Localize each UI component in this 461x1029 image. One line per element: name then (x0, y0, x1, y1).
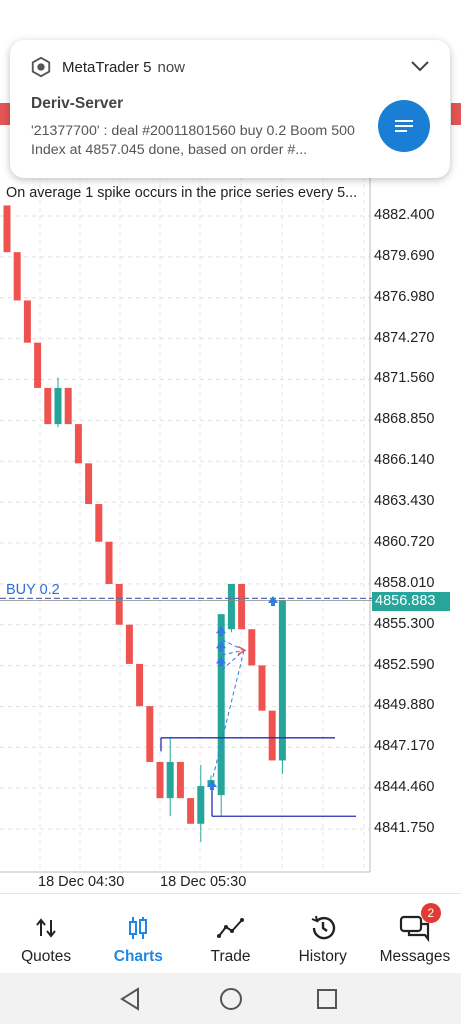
tab-label: Quotes (21, 948, 72, 965)
price-tick-label: 4868.850 (374, 411, 435, 428)
candle-body (217, 614, 225, 796)
tab-label: Charts (113, 948, 163, 965)
current-price-tag: 4856.883 (372, 592, 450, 611)
tab-quotes[interactable]: Quotes (0, 894, 92, 974)
buy-arrow-stem (219, 663, 223, 667)
price-tick-label: 4841.750 (374, 820, 435, 837)
buy-arrow-marker (268, 596, 278, 604)
tab-label: Messages (379, 948, 451, 965)
quotes-icon (34, 914, 58, 942)
price-tick-label: 4874.270 (374, 329, 435, 346)
price-tick-label: 4882.400 (374, 207, 435, 223)
candle-body (238, 583, 246, 630)
chevron-down-icon[interactable] (408, 54, 432, 78)
price-tick-label: 4866.140 (374, 452, 435, 469)
notification-title: Deriv-Server (31, 95, 124, 112)
time-label-0430: 18 Dec 04:30 (38, 874, 125, 890)
price-tab-edge (451, 103, 461, 125)
price-tick-label: 4858.010 (374, 574, 435, 591)
price-tick-label: 4871.560 (374, 370, 435, 387)
history-icon (309, 914, 337, 942)
sell-marker (237, 645, 247, 655)
candle-body (95, 504, 103, 542)
price-tick-label: 4844.460 (374, 779, 435, 796)
notification-app: MetaTrader 5 now (62, 59, 185, 76)
buy-arrow-stem (219, 648, 223, 652)
candle-body (44, 387, 52, 425)
messages-icon (399, 914, 431, 942)
charts-icon (126, 914, 150, 942)
notification-open-button[interactable] (378, 100, 430, 152)
tab-charts[interactable]: Charts (92, 894, 184, 974)
tab-history[interactable]: History (277, 894, 369, 974)
candle-body (64, 387, 72, 425)
tab-trade[interactable]: Trade (184, 894, 276, 974)
price-tick-label: 4849.880 (374, 697, 435, 714)
candle-body (136, 663, 144, 707)
candle-body (166, 761, 174, 799)
trade-connector (221, 649, 245, 656)
candle-body (197, 786, 205, 824)
candle-body (54, 387, 62, 425)
candle-body (258, 665, 266, 711)
buy-arrow-marker (216, 641, 226, 649)
messages-badge: 2 (420, 903, 441, 923)
notification-body: '21377700' : deal #20011801560 buy 0.2 B… (31, 123, 355, 158)
metatrader-logo-icon (31, 56, 51, 78)
candle-body (187, 798, 195, 824)
price-tick-label: 4855.300 (374, 615, 435, 632)
buy-arrow-stem (219, 633, 223, 637)
bottom-nav: Quotes Charts Trade (0, 893, 461, 974)
candle-body (227, 583, 235, 630)
recents-icon[interactable] (317, 989, 337, 1009)
price-tick-label: 4860.720 (374, 533, 435, 550)
position-label[interactable]: BUY 0.2 (6, 582, 60, 598)
candle-body (23, 300, 31, 343)
candle-body (248, 629, 256, 666)
notification-time: now (157, 59, 186, 76)
price-chart[interactable] (0, 0, 461, 893)
buy-arrow-marker (216, 656, 226, 664)
symbol-tab-edge (0, 103, 10, 125)
candle-body (115, 583, 123, 625)
time-label-0530: 18 Dec 05:30 (160, 874, 247, 890)
candle-body (125, 624, 133, 664)
buy-arrow-marker (207, 780, 217, 788)
candle-body (156, 761, 164, 799)
candle-body (176, 761, 184, 799)
candle-body (3, 205, 11, 253)
candle-body (34, 342, 42, 388)
system-nav-bar (0, 973, 461, 1024)
home-icon[interactable] (220, 988, 242, 1010)
notification-card[interactable]: MetaTrader 5 now Deriv-Server '21377700' … (10, 40, 450, 178)
price-tick-label: 4847.170 (374, 738, 435, 755)
candle-body (74, 424, 82, 464)
candle-body (278, 600, 286, 761)
candle-body (268, 710, 276, 761)
tab-messages[interactable]: Messages 2 (369, 894, 461, 974)
trade-icon (216, 914, 245, 942)
buy-arrow-marker (216, 626, 226, 634)
price-tick-label: 4876.980 (374, 288, 435, 305)
trade-connector (212, 650, 245, 778)
price-tick-label: 4879.690 (374, 247, 435, 264)
price-tick-label: 4863.430 (374, 493, 435, 510)
price-tick-label: 4852.590 (374, 656, 435, 673)
candle-body (85, 463, 93, 505)
back-icon[interactable] (120, 987, 139, 1011)
tab-label: History (298, 948, 347, 965)
chart-info-line: On average 1 spike occurs in the price s… (6, 185, 358, 201)
buy-arrow-stem (210, 787, 214, 791)
tab-label: Trade (210, 948, 251, 965)
candle-body (146, 706, 154, 762)
lines-icon (395, 120, 413, 132)
candle-body (13, 252, 21, 301)
notification-app-name: MetaTrader 5 (62, 59, 152, 76)
buy-arrow-stem (271, 603, 275, 607)
candle-body (105, 541, 113, 584)
